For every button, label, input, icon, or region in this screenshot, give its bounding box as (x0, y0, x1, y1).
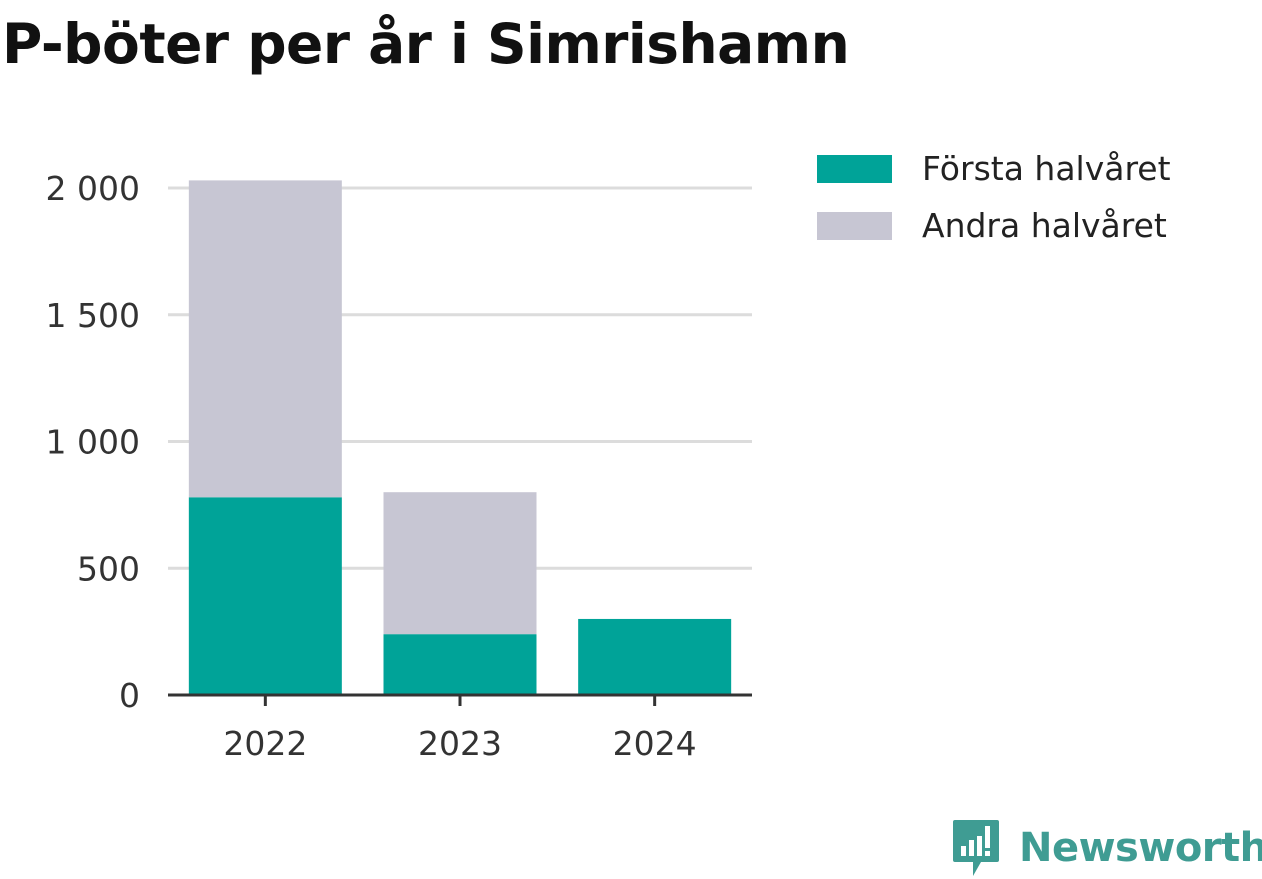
brand-name: Newsworthy (1019, 825, 1262, 871)
y-tick-label: 0 (119, 676, 140, 715)
bar-2023-series-0 (383, 634, 537, 695)
bar-2022-series-0 (188, 497, 342, 695)
bar-2022-series-1 (188, 180, 342, 498)
bars (188, 180, 732, 695)
bar-2024-series-0 (578, 618, 732, 695)
legend: Första halvåret Andra halvåret (817, 140, 1171, 254)
x-tick-label: 2023 (418, 724, 502, 763)
legend-item-first-half: Första halvåret (817, 140, 1171, 197)
x-tick-label: 2022 (223, 724, 307, 763)
y-tick-label: 500 (77, 549, 140, 588)
chart-title: P-böter per år i Simrishamn (2, 12, 850, 76)
y-tick-label: 1 500 (46, 296, 140, 335)
legend-label-second-half: Andra halvåret (922, 206, 1167, 245)
y-tick-label: 2 000 (46, 169, 140, 208)
x-tick-label: 2024 (613, 724, 697, 763)
legend-label-first-half: Första halvåret (922, 149, 1171, 188)
axes: 0 500 1 000 1 500 2 000 2022 2023 2024 (46, 169, 752, 763)
brand-logo: Newsworthy (951, 818, 1262, 878)
y-tick-label: 1 000 (46, 423, 140, 462)
newsworthy-logo-icon (953, 820, 999, 876)
bar-2023-series-1 (383, 492, 537, 635)
legend-item-second-half: Andra halvåret (817, 197, 1171, 254)
legend-swatch-second-half (817, 211, 892, 240)
legend-swatch-first-half (817, 154, 892, 183)
